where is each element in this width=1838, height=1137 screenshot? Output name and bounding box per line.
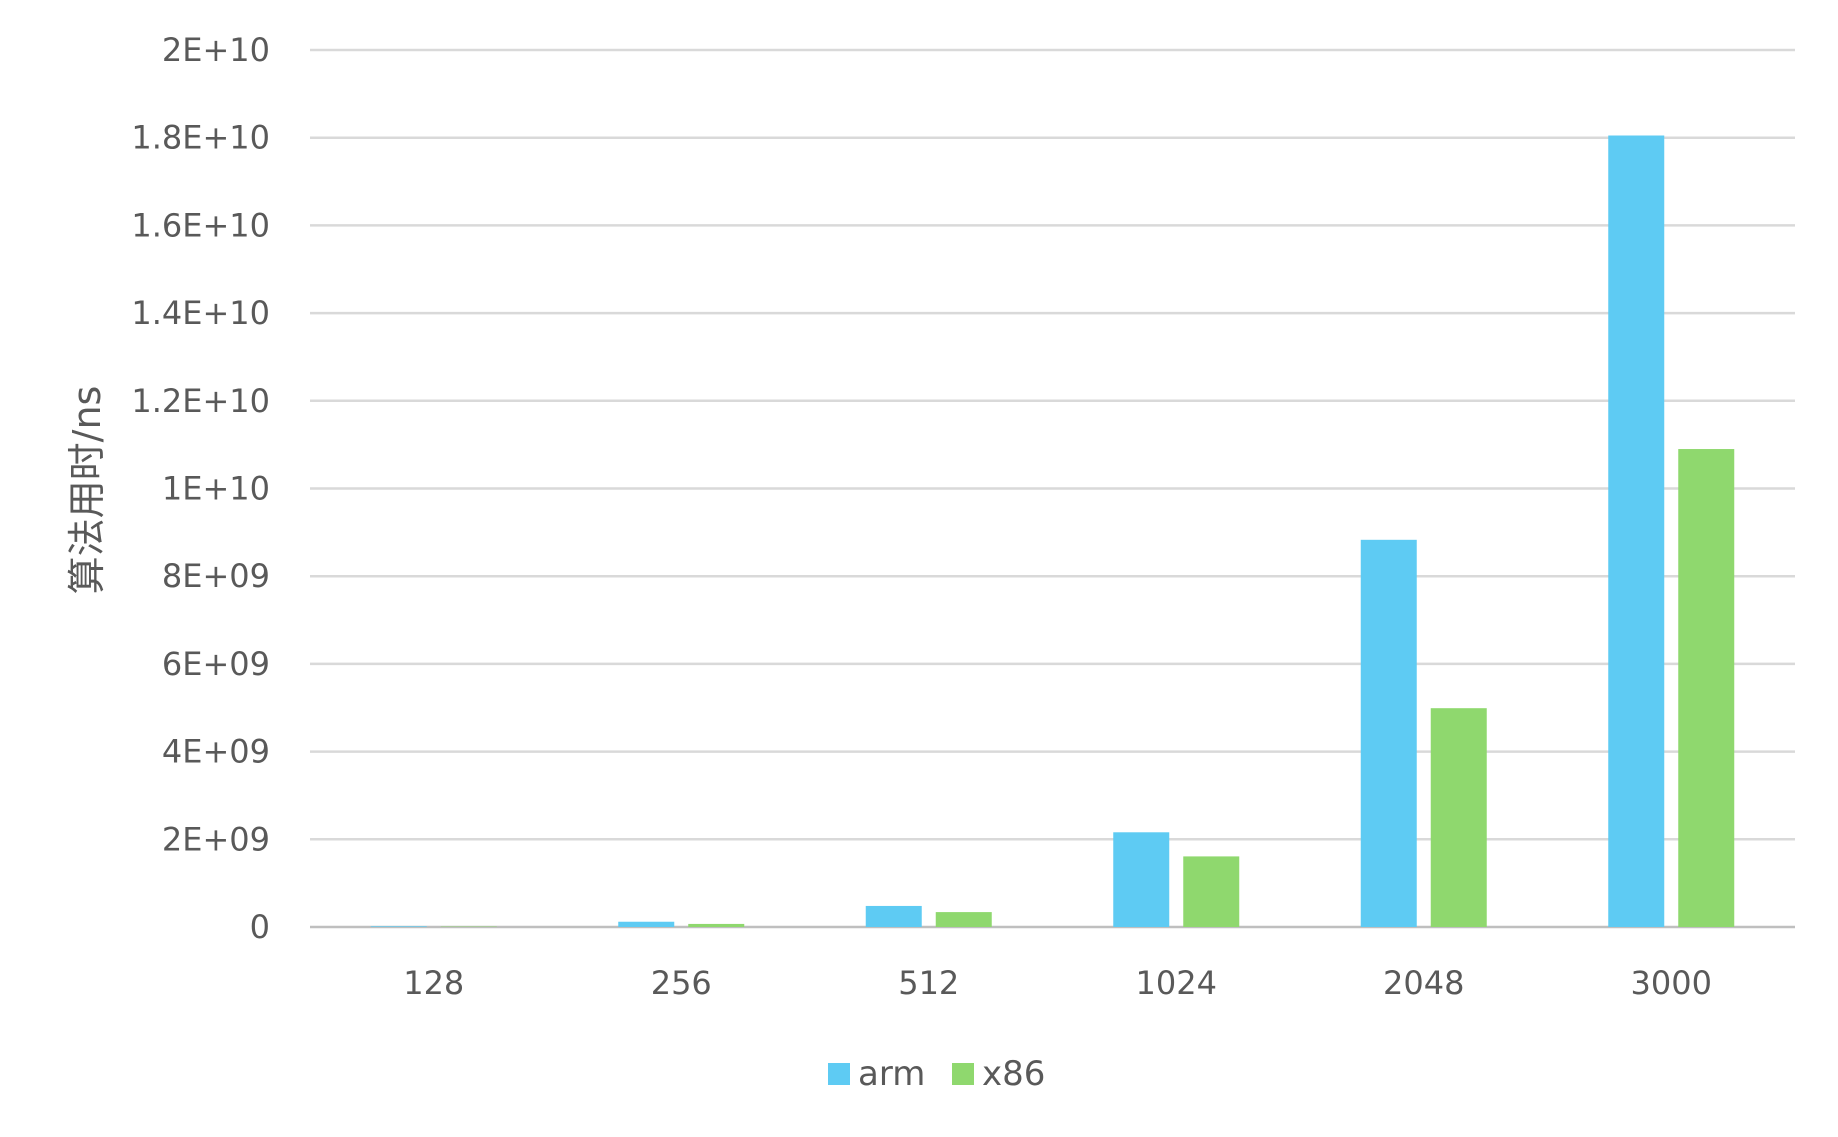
y-tick-label: 1.4E+10 <box>131 294 270 332</box>
y-tick-label: 1E+10 <box>162 470 270 508</box>
y-tick-label: 1.2E+10 <box>131 382 270 420</box>
gridlines <box>310 50 1795 927</box>
x-tick-label: 3000 <box>1631 964 1712 1002</box>
bar-x86-512 <box>936 912 992 927</box>
y-tick-label: 1.8E+10 <box>131 119 270 157</box>
x-tick-label: 2048 <box>1383 964 1464 1002</box>
legend-swatch-arm <box>828 1063 850 1085</box>
bar-x86-1024 <box>1183 856 1239 927</box>
bar-arm-128 <box>371 926 427 927</box>
y-tick-label: 2E+09 <box>162 820 270 858</box>
legend-swatch-x86 <box>952 1063 974 1085</box>
legend: arm x86 <box>828 1054 1045 1094</box>
bar-arm-1024 <box>1113 832 1169 927</box>
bar-x86-256 <box>688 924 744 927</box>
x-tick-label: 256 <box>651 964 712 1002</box>
y-tick-label: 4E+09 <box>162 733 270 771</box>
x-tick-label: 1024 <box>1136 964 1217 1002</box>
bar-x86-2048 <box>1431 708 1487 927</box>
bar-arm-2048 <box>1361 540 1417 927</box>
bar-arm-3000 <box>1608 136 1664 927</box>
y-axis-title: 算法用时/ns <box>65 386 109 595</box>
y-tick-label: 0 <box>250 908 270 946</box>
y-axis-ticks: 0 2E+09 4E+09 6E+09 8E+09 1E+10 1.2E+10 1.4E+10… <box>131 31 270 946</box>
y-tick-label: 1.6E+10 <box>131 206 270 244</box>
bar-x86-3000 <box>1678 449 1734 927</box>
bars <box>371 136 1735 927</box>
x-axis-ticks: 128 256 512 1024 2048 3000 <box>403 964 1712 1002</box>
bar-arm-256 <box>618 922 674 927</box>
legend-label-x86: x86 <box>982 1054 1045 1094</box>
legend-label-arm: arm <box>858 1054 925 1094</box>
y-tick-label: 6E+09 <box>162 645 270 683</box>
x-tick-label: 512 <box>898 964 959 1002</box>
y-tick-label: 2E+10 <box>162 31 270 69</box>
bar-arm-512 <box>866 906 922 927</box>
y-tick-label: 8E+09 <box>162 557 270 595</box>
x-tick-label: 128 <box>403 964 464 1002</box>
